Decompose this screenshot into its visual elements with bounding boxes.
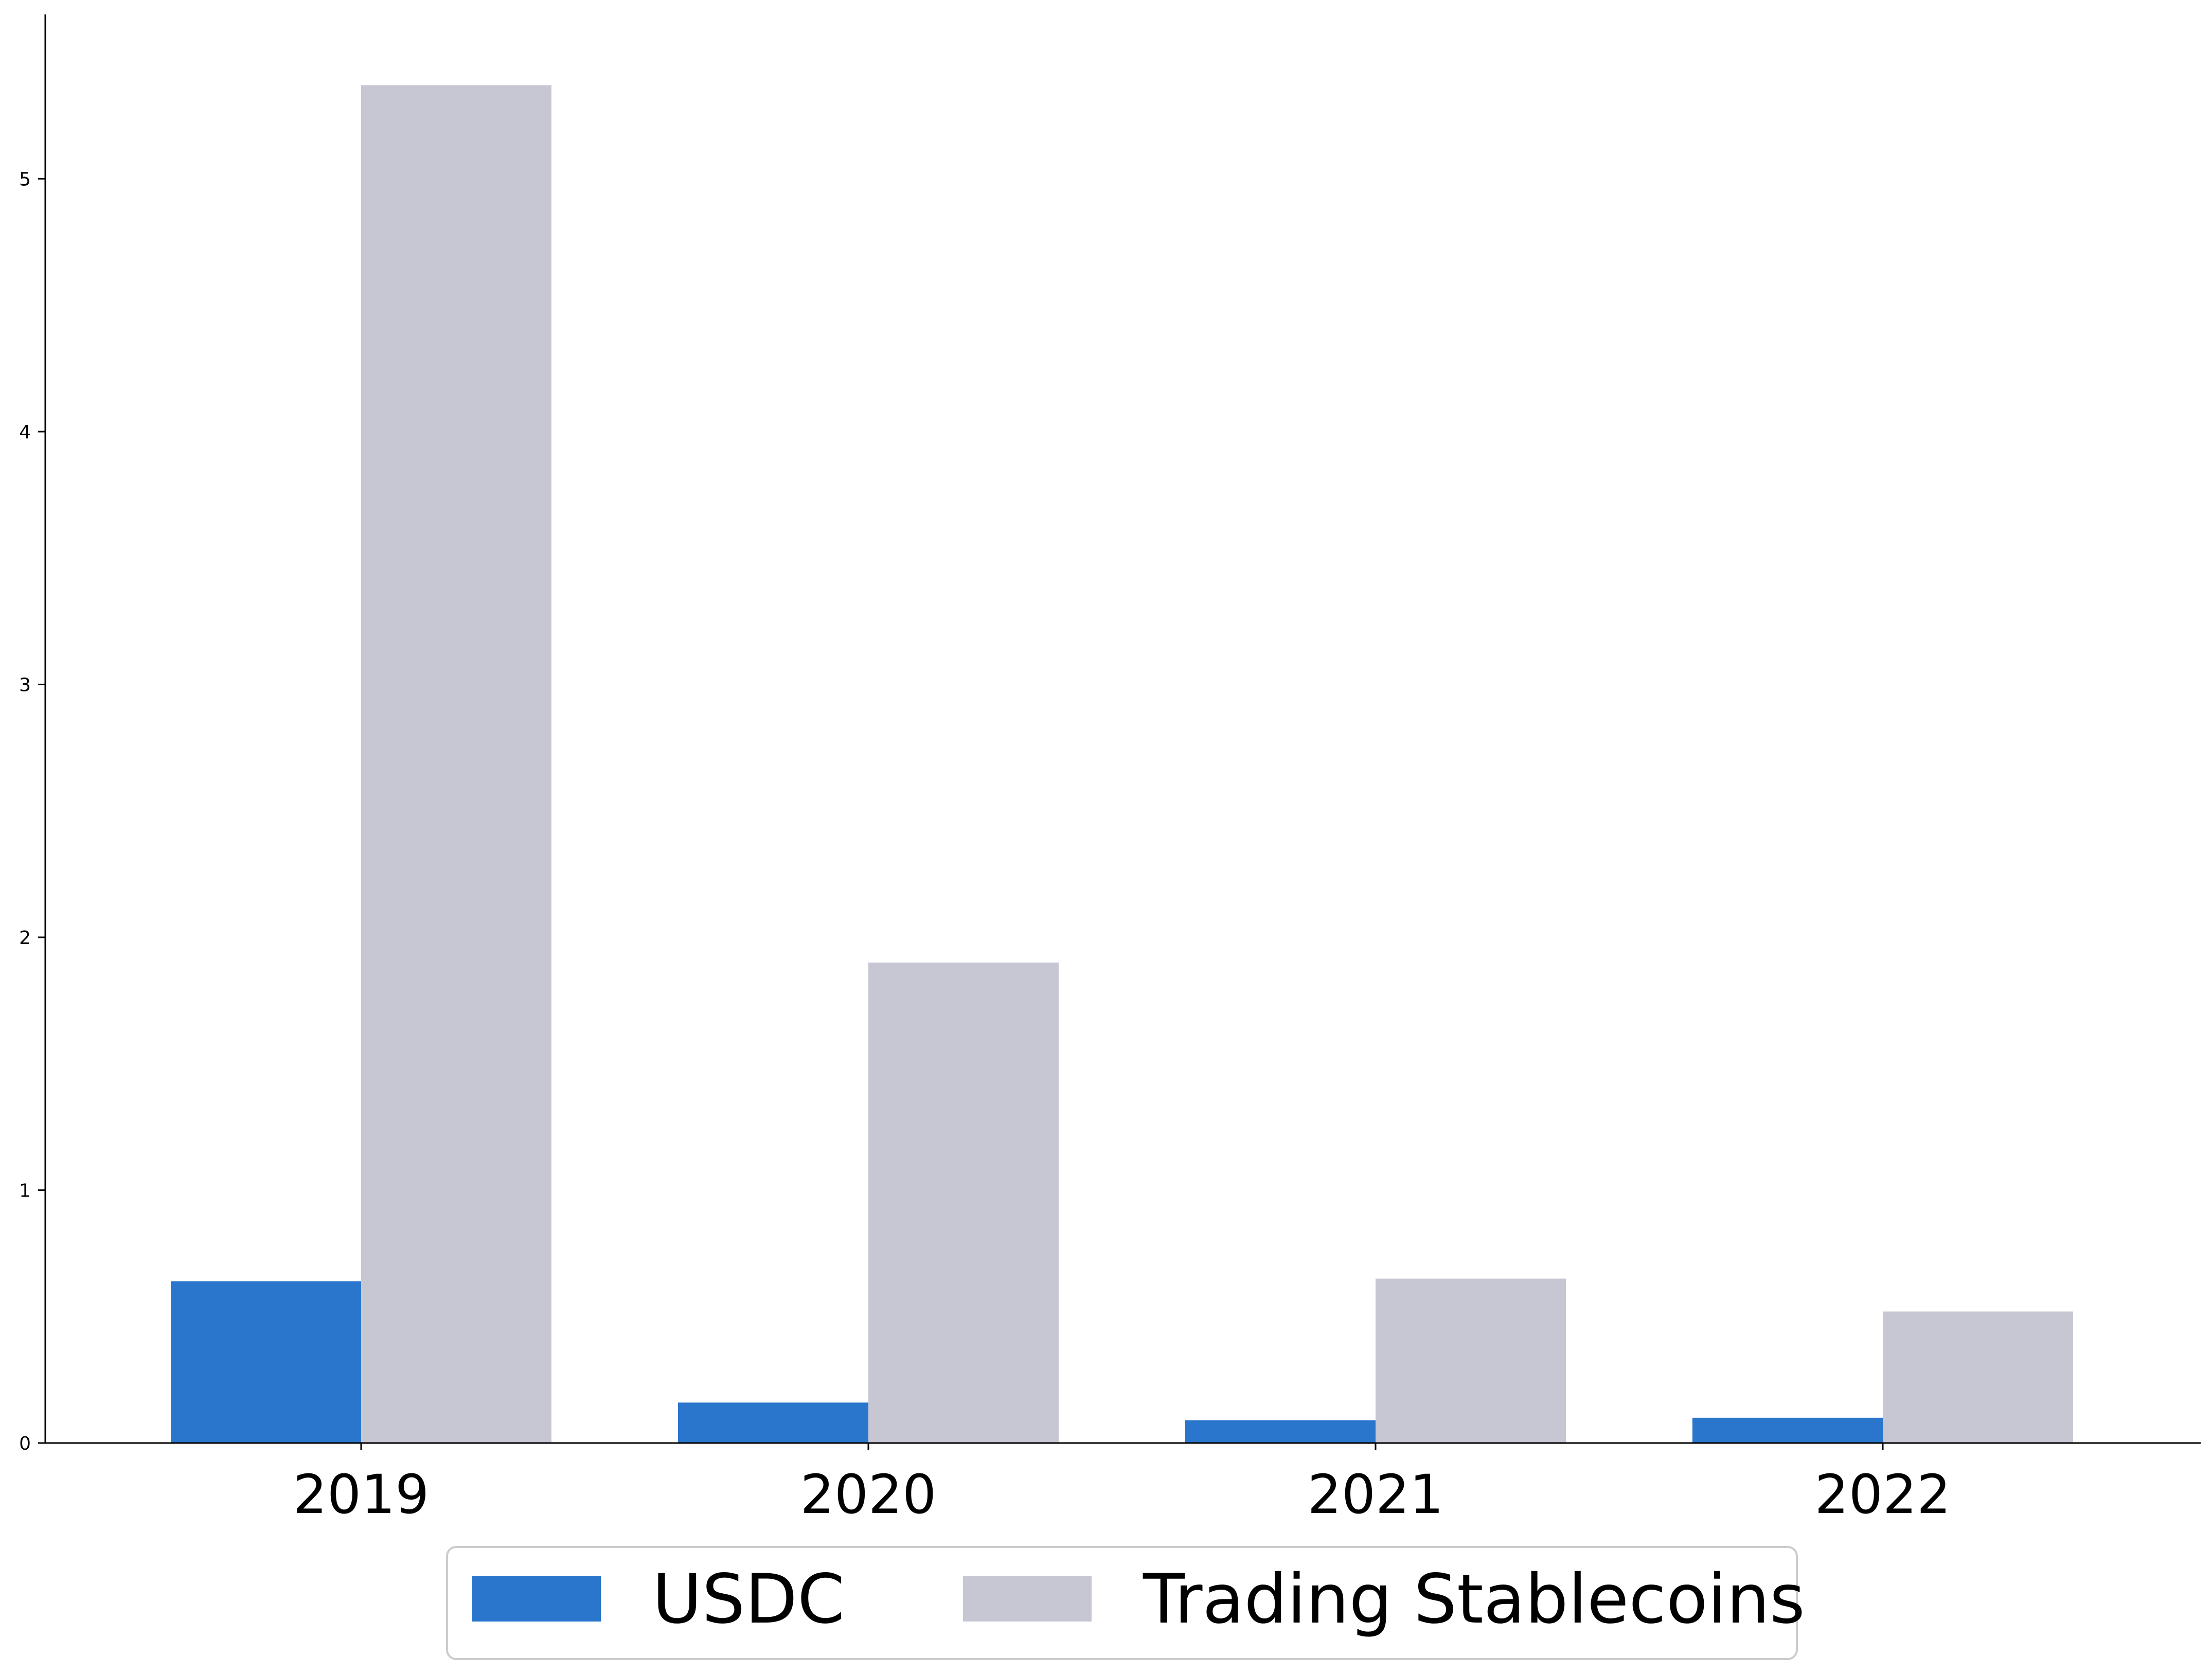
legend: USDC Trading Stablecoins <box>446 1546 1805 1660</box>
legend-swatch-usdc <box>472 1576 601 1622</box>
y-tick-label: 5 <box>19 169 31 190</box>
y-tick-label: 3 <box>19 674 31 696</box>
chart-axes <box>44 14 2201 1444</box>
bar-usdc-2020 <box>678 1402 868 1443</box>
x-axis-ticks: 2019 2020 2021 2022 <box>293 1443 1951 1526</box>
y-tick-label: 4 <box>19 422 31 443</box>
bar-usdc-2022 <box>1692 1417 1883 1443</box>
x-tick-label: 2019 <box>293 1463 430 1526</box>
y-axis-ticks: 0 1 2 3 4 5 <box>19 169 45 1454</box>
bar-usdc-2019 <box>171 1281 361 1443</box>
legend-label-trading-stablecoins: Trading Stablecoins <box>1143 1560 1805 1639</box>
bar-trading-stablecoins-2021 <box>1376 1278 1566 1443</box>
legend-swatch-trading-stablecoins <box>963 1576 1092 1622</box>
chart-bars <box>171 85 2073 1443</box>
x-tick-label: 2022 <box>1815 1463 1951 1526</box>
bar-usdc-2021 <box>1185 1420 1376 1443</box>
bar-trading-stablecoins-2019 <box>361 85 551 1443</box>
x-tick-label: 2021 <box>1308 1463 1444 1526</box>
legend-label-usdc: USDC <box>652 1560 845 1639</box>
bar-trading-stablecoins-2022 <box>1883 1311 2073 1443</box>
legend-frame <box>446 1546 1798 1660</box>
y-tick-label: 2 <box>19 928 31 949</box>
x-tick-label: 2020 <box>800 1463 937 1526</box>
y-tick-label: 0 <box>19 1433 31 1454</box>
y-tick-label: 1 <box>19 1180 31 1201</box>
bar-trading-stablecoins-2020 <box>868 963 1059 1443</box>
